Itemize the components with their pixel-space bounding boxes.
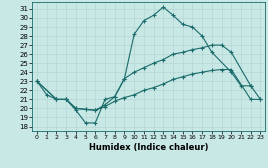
X-axis label: Humidex (Indice chaleur): Humidex (Indice chaleur) (89, 143, 209, 152)
